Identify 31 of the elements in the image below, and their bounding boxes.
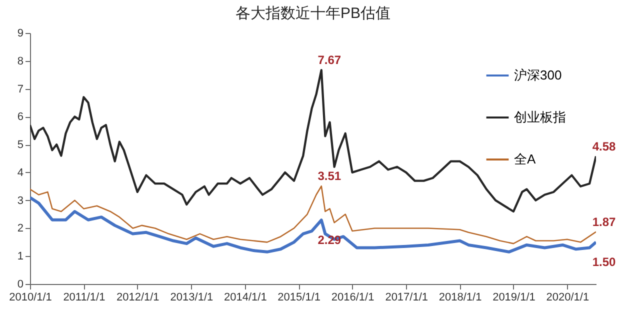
x-tick-label: 2015/1/1 bbox=[278, 292, 320, 304]
annotation: 3.51 bbox=[318, 169, 342, 184]
x-tick-label: 2019/1/1 bbox=[492, 292, 536, 304]
annotation: 1.50 bbox=[592, 255, 616, 270]
x-tick-label: 2017/1/1 bbox=[385, 292, 428, 304]
x-tick-label: 2013/1/1 bbox=[170, 292, 214, 304]
legend-label: 创业板指 bbox=[514, 110, 566, 124]
y-tick-label: 3 bbox=[17, 194, 24, 207]
y-tick-label: 6 bbox=[17, 111, 24, 124]
x-tick-label: 2014/1/1 bbox=[224, 292, 267, 304]
legend-label: 沪深300 bbox=[514, 68, 562, 82]
y-tick-label: 8 bbox=[17, 55, 24, 68]
y-tick-label: 2 bbox=[17, 222, 24, 235]
y-tick-label: 7 bbox=[17, 83, 24, 96]
annotation: 1.87 bbox=[592, 214, 616, 229]
y-tick-label: 5 bbox=[17, 139, 24, 152]
x-tick-label: 2018/1/1 bbox=[438, 292, 482, 304]
y-tick-label: 4 bbox=[17, 166, 24, 179]
annotation: 4.58 bbox=[592, 139, 616, 154]
x-tick-label: 2016/1/1 bbox=[331, 292, 374, 304]
y-tick-label: 0 bbox=[17, 278, 24, 290]
x-tick-label: 2010/1/1 bbox=[9, 292, 52, 304]
y-tick-label: 1 bbox=[17, 250, 24, 263]
x-tick-label: 2011/1/1 bbox=[63, 292, 106, 304]
x-tick-label: 2012/1/1 bbox=[116, 292, 160, 304]
annotation: 2.29 bbox=[318, 233, 342, 248]
annotation: 7.67 bbox=[318, 53, 342, 68]
legend-label: 全A bbox=[514, 152, 536, 166]
y-tick-label: 9 bbox=[17, 28, 24, 40]
chart-title: 各大指数近十年PB估值 bbox=[235, 5, 391, 22]
x-tick-label: 2020/1/1 bbox=[546, 292, 590, 304]
